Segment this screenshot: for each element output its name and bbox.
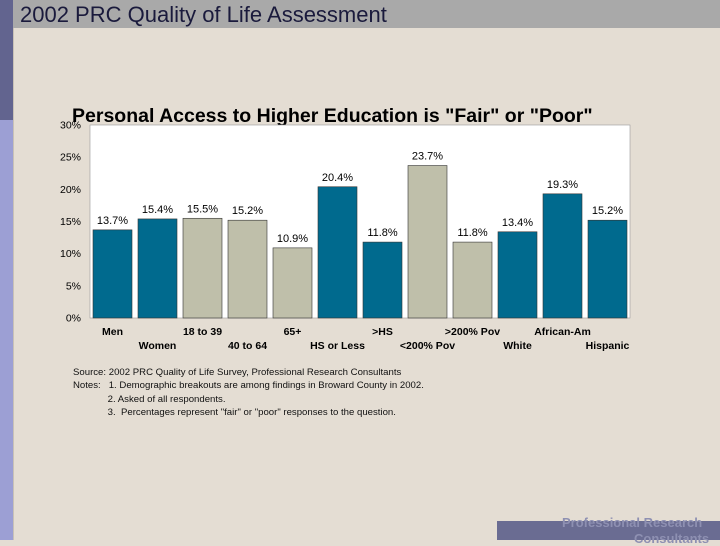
y-tick-label: 0%: [66, 313, 81, 325]
bar: [317, 186, 358, 319]
x-tick-label: >200% Pov: [445, 326, 500, 338]
x-tick-label: African-Am: [534, 326, 591, 338]
bar-value-label: 15.2%: [592, 205, 623, 217]
x-tick-label: <200% Pov: [400, 340, 455, 352]
bar-value-label: 15.4%: [142, 204, 173, 216]
footer-brand-line1: Professional Research: [562, 515, 703, 530]
bar: [407, 165, 448, 319]
x-tick-label: Women: [139, 340, 177, 352]
bar-value-label: 20.4%: [322, 172, 353, 184]
bar-value-label: 10.9%: [277, 233, 308, 245]
x-tick-label: HS or Less: [310, 340, 365, 352]
footer-brand-line2: Consultants: [634, 531, 710, 546]
y-tick-label: 25%: [60, 152, 81, 164]
footer-band: [497, 521, 720, 540]
bar: [272, 247, 313, 319]
note-line-2: 2. Asked of all respondents.: [73, 393, 226, 405]
left-edge-line: [13, 28, 14, 540]
y-tick-label: 20%: [60, 184, 81, 196]
x-tick-label: 65+: [284, 326, 302, 338]
x-tick-label: Hispanic: [586, 340, 630, 352]
bar: [497, 231, 538, 319]
value-labels: 13.7% 15.4% 15.5% 15.2% 10.9% 20.4% 11.8% 23.7%…: [97, 151, 623, 245]
x-tick-label: Men: [102, 326, 123, 338]
x-tick-label: 40 to 64: [228, 340, 267, 352]
left-accent-bar-dark: [0, 0, 13, 120]
bar: [92, 229, 133, 319]
x-tick-label: 18 to 39: [183, 326, 222, 338]
bar-value-label: 19.3%: [547, 179, 578, 191]
bar: [137, 218, 178, 319]
bar-value-label: 15.2%: [232, 205, 263, 217]
chart-notes: Source: 2002 PRC Quality of Life Survey,…: [73, 366, 424, 420]
bar-value-label: 13.4%: [502, 217, 533, 229]
bar-value-label: 15.5%: [187, 203, 218, 215]
y-tick-label: 15%: [60, 216, 81, 228]
chart-title: Personal Access to Higher Education is "…: [72, 105, 593, 127]
note-line-1: Notes: 1. Demographic breakouts are amon…: [73, 380, 424, 392]
bar-value-label: 11.8%: [367, 227, 398, 239]
x-axis-labels: Men Women 18 to 39 40 to 64 65+ HS or Less >HS…: [102, 326, 630, 352]
y-tick-label: 30%: [60, 120, 81, 132]
bar-value-label: 23.7%: [412, 151, 443, 163]
note-line-3: 3. Percentages represent "fair" or "poor…: [73, 407, 396, 419]
bar-value-label: 13.7%: [97, 215, 128, 227]
plot-area: [89, 124, 631, 319]
bar: [227, 219, 268, 319]
y-axis: 0% 5% 10% 15% 20% 25% 30%: [60, 120, 81, 325]
bars: [92, 165, 628, 319]
y-tick-label: 5%: [66, 280, 81, 292]
bar: [452, 241, 493, 319]
left-accent-bar-light: [0, 120, 13, 540]
note-line-source: Source: 2002 PRC Quality of Life Survey,…: [73, 367, 402, 378]
bar: [542, 193, 583, 319]
title-bar: [0, 0, 720, 28]
bar: [362, 241, 403, 319]
bar: [182, 217, 223, 319]
x-tick-label: >HS: [372, 326, 393, 338]
x-tick-label: White: [503, 340, 532, 352]
y-tick-label: 10%: [60, 248, 81, 260]
bar: [587, 219, 628, 319]
bar-value-label: 11.8%: [457, 227, 488, 239]
slide-title: 2002 PRC Quality of Life Assessment: [20, 2, 387, 27]
